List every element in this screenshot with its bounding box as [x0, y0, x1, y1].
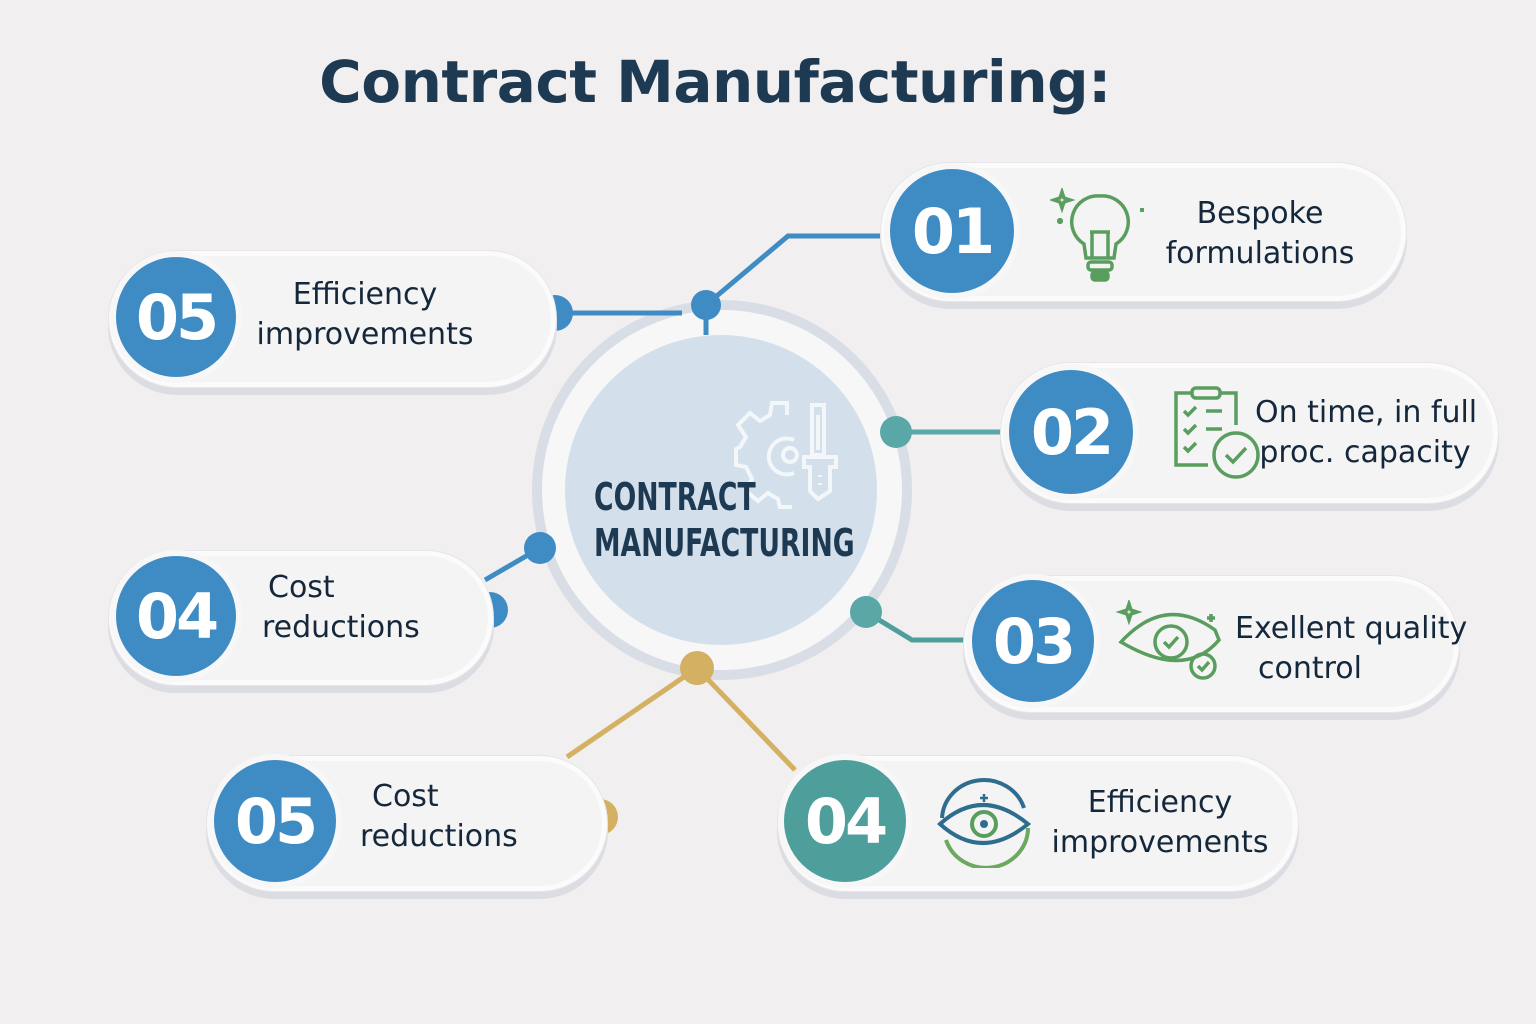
item-04-left-line1: Cost [268, 570, 335, 605]
item-04-bottom-line2: improvements [1051, 825, 1269, 860]
item-02-number: 02 [1003, 364, 1139, 500]
center-label-line2: MANUFACTURING [594, 521, 855, 565]
connector-dot-03 [850, 596, 882, 628]
item-05-top-line1: Efficiency [292, 277, 438, 312]
item-05-bottom-line2: reductions [360, 819, 518, 854]
item-05-bottom-number: 05 [208, 754, 342, 888]
item-03-label: Exellent quality control [1235, 609, 1468, 689]
item-05-top-line2: improvements [256, 317, 474, 352]
item-05-bottom-line1: Cost [372, 779, 439, 814]
lightbulb-icon [1050, 188, 1144, 282]
item-04-bottom-label: Efficiency improvements [1045, 783, 1275, 863]
item-01-label: Bespoke formulations [1160, 194, 1360, 274]
connector-bottom [565, 664, 797, 772]
item-03-number: 03 [966, 574, 1100, 708]
center-label: CONTRACT MANUFACTURING [594, 474, 855, 566]
item-05-top-number: 05 [110, 251, 242, 383]
item-05-top-label: Efficiency improvements [250, 275, 480, 355]
center-label-line1: CONTRACT [594, 475, 756, 519]
item-03-line1: Exellent quality [1235, 611, 1468, 646]
connector-dot-04-left-a [524, 532, 556, 564]
eye-check-icon [1115, 600, 1222, 680]
connector-dot-bottom [680, 651, 714, 685]
center-hub [565, 335, 877, 645]
gear-and-tool-icon [734, 401, 838, 509]
eye-cycle-icon [937, 778, 1032, 868]
item-01-line2: formulations [1165, 236, 1355, 271]
item-02-line1: On time, in full [1255, 395, 1478, 430]
connector-dot-01 [691, 290, 721, 320]
item-02-line2: proc. capacity [1259, 435, 1471, 470]
page-title: Contract Manufacturing: [319, 48, 1111, 116]
item-01-number: 01 [884, 163, 1020, 299]
item-04-bottom-line1: Efficiency [1087, 785, 1233, 820]
connector-dot-02 [880, 416, 912, 448]
item-01-line1: Bespoke [1196, 196, 1324, 231]
item-03-line2: control [1258, 651, 1362, 686]
item-05-bottom-label: Cost reductions [360, 777, 518, 857]
item-02-label: On time, in full proc. capacity [1255, 393, 1478, 473]
connector-01 [703, 233, 882, 335]
item-04-bottom-number: 04 [778, 754, 912, 888]
connector-03 [864, 609, 965, 643]
item-04-left-label: Cost reductions [262, 568, 420, 648]
clipboard-check-icon [1174, 386, 1260, 479]
item-04-left-number: 04 [110, 550, 242, 682]
item-04-left-line2: reductions [262, 610, 420, 645]
